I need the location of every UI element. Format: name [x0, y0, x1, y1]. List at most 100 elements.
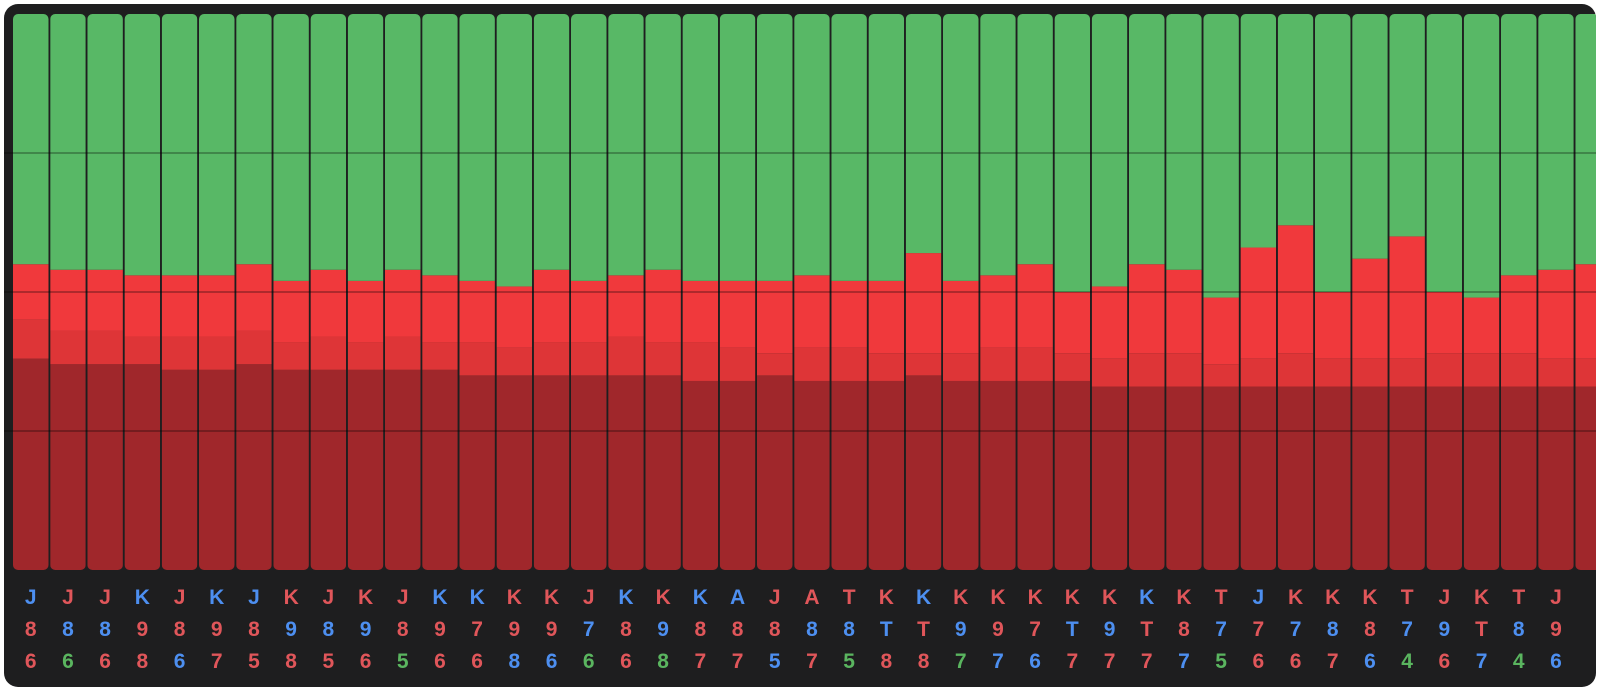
bar-stack: [943, 14, 979, 570]
bar-segment-red-light: [533, 269, 570, 343]
bar-segment-red-mid: [1389, 358, 1425, 387]
label-third: 7: [211, 650, 223, 673]
bar-stack: [385, 14, 421, 570]
bar-stack: [905, 14, 942, 570]
bar-segment-red-light: [310, 269, 347, 337]
bar-segment-red-dark: [347, 369, 384, 570]
bar-stack: [757, 14, 793, 570]
label-rank: K: [990, 586, 1005, 609]
bar-segment-green: [1538, 14, 1574, 270]
label-second: 8: [1327, 618, 1339, 641]
bar-segment-red-dark: [1426, 386, 1463, 570]
label-third: 5: [323, 650, 335, 673]
label-third: 6: [546, 650, 558, 673]
label-third: 6: [1029, 650, 1041, 673]
bar-stack: [1538, 14, 1574, 570]
bar-segment-red-dark: [1129, 386, 1165, 570]
label-rank: K: [1288, 586, 1303, 609]
bar-segment-red-dark: [1166, 386, 1202, 570]
bar-segment-green: [1389, 14, 1425, 237]
bar-segment-green: [310, 14, 347, 270]
label-rank: K: [470, 586, 485, 609]
label-third: 7: [955, 650, 967, 673]
label-third: 5: [769, 650, 781, 673]
bar-segment-red-mid: [1538, 358, 1574, 387]
bar-stack: [459, 14, 495, 570]
label-third: 7: [732, 650, 744, 673]
bar-segment-red-light: [608, 275, 644, 337]
bar-segment-red-light: [1277, 225, 1314, 354]
label-third: 7: [992, 650, 1004, 673]
label-second: 8: [695, 618, 707, 641]
bar-segment-red-mid: [236, 330, 272, 365]
label-second: 9: [1439, 618, 1451, 641]
label-second: T: [1140, 618, 1153, 641]
bar-segment-green: [757, 14, 793, 281]
bar-stack: [1463, 14, 1500, 570]
bar-segment-red-mid: [422, 342, 458, 370]
label-third: 5: [843, 650, 855, 673]
bar-segment-red-dark: [310, 369, 347, 570]
label-third: 8: [137, 650, 149, 673]
bar-segment-red-light: [1575, 264, 1596, 359]
label-rank: A: [730, 586, 745, 609]
bar-segment-red-mid: [1091, 358, 1128, 387]
bar-segment-green: [1203, 14, 1239, 298]
bar-segment-green: [1017, 14, 1053, 265]
bar-segment-red-light: [273, 280, 309, 343]
label-rank: K: [618, 586, 633, 609]
label-rank: J: [323, 586, 335, 609]
label-second: 7: [583, 618, 595, 641]
bar-segment-green: [1166, 14, 1202, 270]
bar-segment-red-mid: [533, 342, 570, 376]
bar-segment-red-mid: [273, 342, 309, 370]
label-rank: K: [916, 586, 931, 609]
label-second: 8: [25, 618, 37, 641]
bar-segment-red-light: [1315, 292, 1351, 359]
bar-segment-red-light: [87, 269, 123, 331]
bar-segment-red-mid: [1129, 353, 1165, 387]
bar-segment-red-light: [161, 275, 198, 337]
bar-segment-green: [385, 14, 421, 270]
label-second: 7: [1029, 618, 1041, 641]
bar-stack: [1240, 14, 1277, 570]
label-second: 8: [620, 618, 632, 641]
bar-segment-red-dark: [1203, 386, 1239, 570]
bar-segment-red-mid: [496, 347, 533, 376]
bar-segment-green: [124, 14, 161, 276]
bar-stack: [347, 14, 384, 570]
label-rank: J: [1550, 586, 1562, 609]
label-rank: K: [284, 586, 299, 609]
bar-segment-red-mid: [1240, 358, 1277, 387]
bar-segment-red-light: [905, 253, 942, 354]
bar-segment-red-light: [1054, 292, 1091, 354]
bar-segment-green: [422, 14, 458, 276]
label-rank: K: [135, 586, 150, 609]
bar-segment-red-mid: [50, 330, 86, 365]
label-rank: K: [1028, 586, 1043, 609]
bar-segment-red-dark: [1277, 386, 1314, 570]
label-third: 4: [1401, 650, 1413, 673]
bar-segment-red-dark: [1017, 380, 1053, 570]
bar-stack: [50, 14, 86, 570]
bar-segment-red-mid: [1203, 364, 1239, 387]
label-second: 9: [1104, 618, 1116, 641]
bar-segment-red-light: [757, 280, 793, 354]
bar-segment-red-light: [1463, 297, 1500, 354]
bar-segment-red-dark: [980, 380, 1016, 570]
bar-segment-green: [50, 14, 86, 270]
bar-segment-red-mid: [1352, 358, 1388, 387]
bar-stack: [1277, 14, 1314, 570]
bar-segment-red-mid: [1315, 358, 1351, 387]
label-third: 7: [1178, 650, 1190, 673]
label-third: 7: [806, 650, 818, 673]
label-rank: K: [1176, 586, 1191, 609]
bar-stack: [13, 14, 49, 570]
bar-segment-red-mid: [13, 319, 49, 359]
label-third: 5: [1215, 650, 1227, 673]
bar-segment-green: [496, 14, 533, 287]
label-rank: K: [1325, 586, 1340, 609]
bar-stack: [1129, 14, 1165, 570]
bar-segment-red-mid: [1166, 353, 1202, 387]
